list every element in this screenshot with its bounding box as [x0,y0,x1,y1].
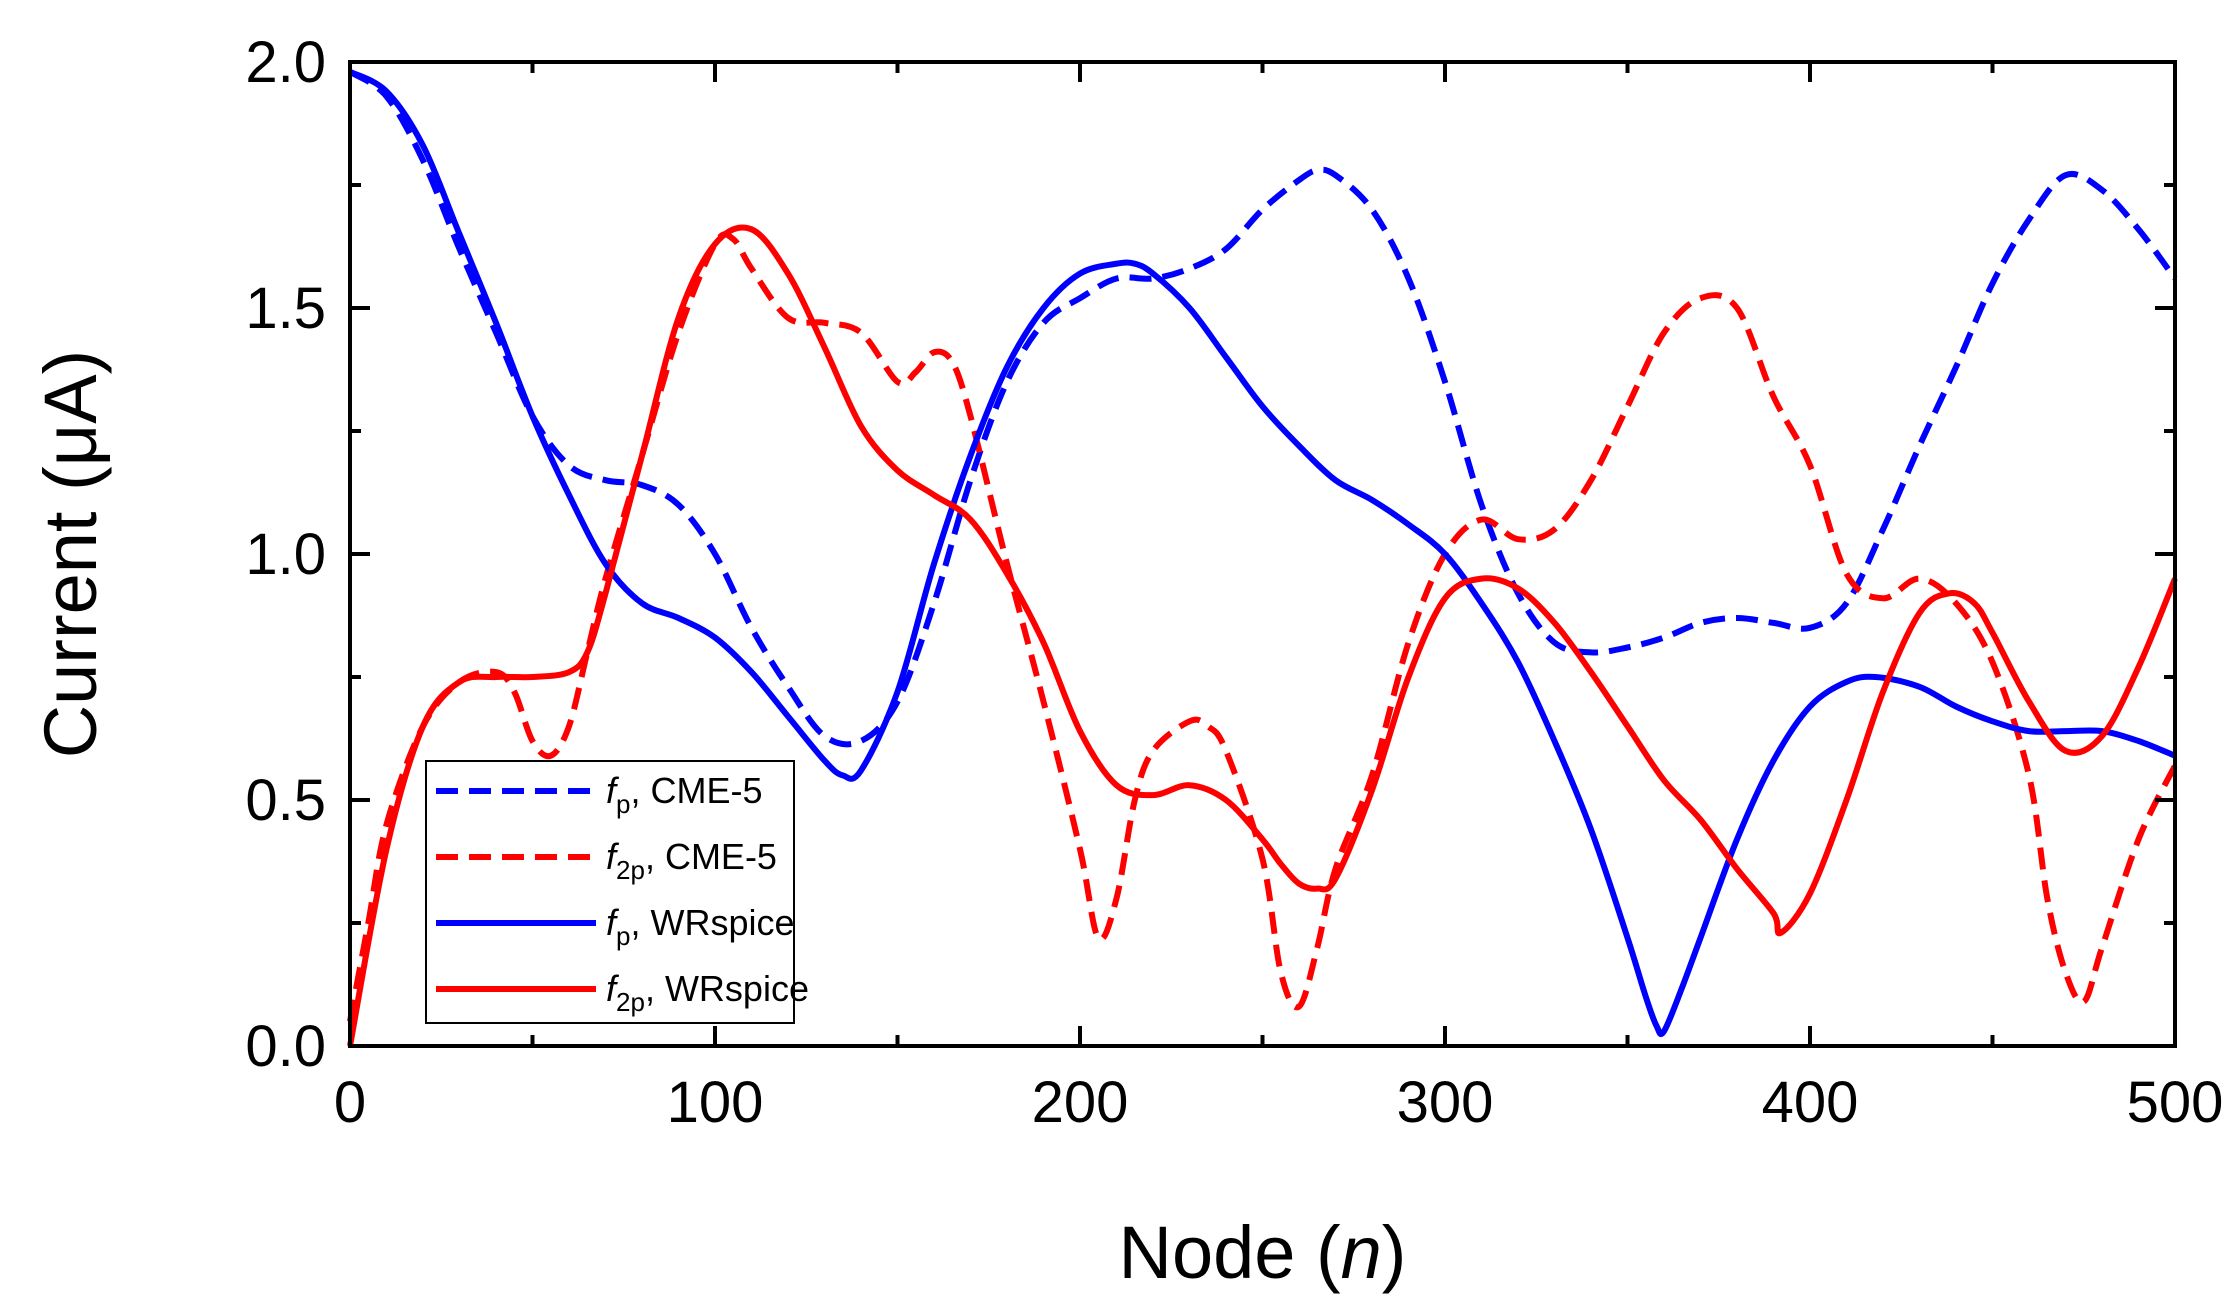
x-axis-title-prefix: Node ( [1119,1211,1341,1294]
series-layer [347,69,2178,1047]
y-axis-title: Current (μA) [29,350,112,759]
y-tick-label: 0.5 [245,768,326,833]
x-tick-label: 300 [1397,1070,1494,1135]
legend-label-3: fp, WRspice [606,902,795,951]
y-tick-label: 1.5 [245,276,326,341]
x-axis-title-variable: n [1341,1211,1382,1294]
series-line-1 [348,69,2178,748]
labels-layer: 0 100 200 300 400 500 0.0 0.5 1.0 1.5 2.0 [245,30,2223,1135]
legend-label-2: f2p, CME-5 [606,836,777,885]
series-line-4 [347,224,2178,1047]
series-line-3 [348,69,2177,1038]
y-tick-label: 0.0 [245,1014,326,1079]
x-tick-label: 400 [1762,1070,1859,1135]
x-tick-label: 100 [667,1070,764,1135]
x-tick-label: 500 [2127,1070,2224,1135]
x-tick-label: 200 [1032,1070,1129,1135]
y-tick-label: 1.0 [245,522,326,587]
legend-label-4: f2p, WRspice [606,968,809,1017]
x-axis-title: Node (n) [1119,1211,1407,1294]
ticks-layer [348,60,2177,1048]
x-axis-title-suffix: ) [1382,1211,1407,1294]
legend-box [425,760,795,1024]
y-tick-label: 2.0 [245,30,326,95]
series-line-2 [347,231,2178,1022]
x-tick-label: 0 [334,1070,366,1135]
